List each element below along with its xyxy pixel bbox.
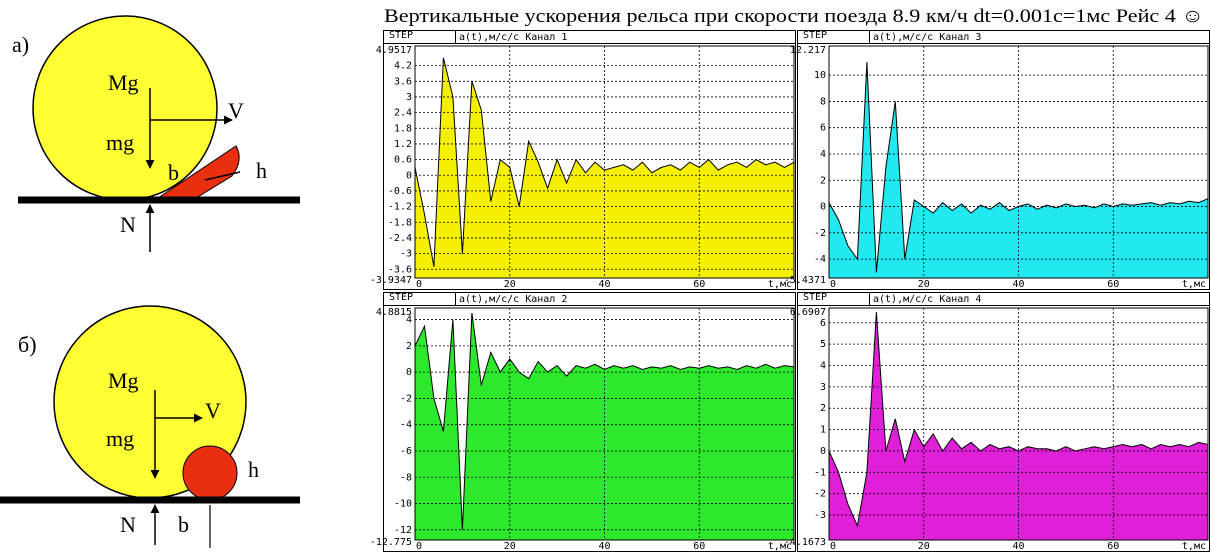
channel-label: a(t),м/с/с Канал 4 xyxy=(873,294,981,305)
y-tick-label: 2 xyxy=(406,341,412,352)
x-tick-label: 0 xyxy=(416,541,422,552)
y-max-label: 4.8815 xyxy=(376,307,412,318)
y-min-label: -4.1673 xyxy=(784,537,826,548)
y-tick-label: -4 xyxy=(814,254,826,265)
y-tick-label: 1 xyxy=(820,425,826,436)
y-tick-label: -4 xyxy=(400,420,412,431)
label: h xyxy=(256,158,267,183)
label: Mg xyxy=(108,368,139,393)
y-tick-label: -1.2 xyxy=(388,202,412,213)
y-tick-label: -3.6 xyxy=(388,264,412,275)
y-tick-label: -1.8 xyxy=(388,217,412,228)
y-tick-label: -10 xyxy=(394,499,412,510)
y-tick-label: -8 xyxy=(400,472,412,483)
x-tick-label: 40 xyxy=(598,541,610,552)
y-tick-label: 10 xyxy=(814,70,826,81)
y-tick-label: 3.6 xyxy=(394,76,412,87)
chart-panel: STEPa(t),м/с/с Канал 31086420-2-412.217-… xyxy=(784,30,1210,290)
y-tick-label: 1.2 xyxy=(394,139,412,150)
y-max-label: 4.9517 xyxy=(376,45,412,56)
label: h xyxy=(248,457,259,482)
chart-panel: STEP a(t),м/с/с Канал 4 6 5 4 3 2 1 0 -1 -2 -3 6.690… xyxy=(784,292,1210,552)
y-min-label: -3.9347 xyxy=(370,275,412,286)
y-tick-label: 4.2 xyxy=(394,61,412,72)
y-tick-label: 0 xyxy=(406,170,412,181)
defect xyxy=(183,446,237,500)
y-tick-label: -6 xyxy=(400,446,412,457)
y-max-label: 12.217 xyxy=(790,45,826,56)
y-tick-label: 4 xyxy=(820,149,826,160)
x-tick-label: 40 xyxy=(1012,541,1024,552)
y-tick-label: -0.6 xyxy=(388,186,412,197)
label: mg xyxy=(106,426,134,451)
page: а) Mg V mg b h N б) Mg V mg h N b Вертик… xyxy=(0,0,1211,553)
y-tick-label: -1 xyxy=(814,467,826,478)
x-tick-label: 60 xyxy=(693,279,705,290)
step-label: STEP xyxy=(803,292,827,303)
label: V xyxy=(228,98,244,123)
y-tick-label: 6 xyxy=(820,318,826,329)
y-tick-label: 0 xyxy=(820,202,826,213)
y-tick-label: 3 xyxy=(820,382,826,393)
y-tick-label: 2 xyxy=(820,403,826,414)
y-tick-label: -12 xyxy=(394,525,412,536)
y-tick-label: -2.4 xyxy=(388,233,412,244)
x-axis-label: t,мс xyxy=(1182,279,1206,290)
y-tick-label: 6 xyxy=(820,123,826,134)
x-tick-label: 20 xyxy=(504,279,516,290)
channel-label: a(t),м/с/с Канал 1 xyxy=(459,32,567,43)
channel-label: a(t),м/с/с Канал 2 xyxy=(459,294,567,305)
y-min-label: -12.775 xyxy=(370,537,412,548)
x-tick-label: 20 xyxy=(918,279,930,290)
x-tick-label: 60 xyxy=(693,541,705,552)
y-tick-label: 1.8 xyxy=(394,123,412,134)
chart-title: Вертикальные ускорения рельса при скорос… xyxy=(384,6,1204,27)
step-label: STEP xyxy=(803,30,827,41)
y-tick-label: 0 xyxy=(406,367,412,378)
label: V xyxy=(205,398,221,423)
label: Mg xyxy=(108,70,139,95)
x-tick-label: 20 xyxy=(504,541,516,552)
chart-panel: STEP a(t),м/с/с Канал 1 4.2 3.6 3 2.4 1.8 1.2 0.… xyxy=(370,30,796,290)
y-tick-label: 2 xyxy=(820,175,826,186)
x-tick-label: 0 xyxy=(416,279,422,290)
y-tick-label: -3 xyxy=(400,249,412,260)
y-tick-label: 0.6 xyxy=(394,155,412,166)
x-tick-label: 60 xyxy=(1107,279,1119,290)
label: b xyxy=(168,160,179,185)
y-tick-label: -2 xyxy=(814,228,826,239)
label: N xyxy=(120,512,136,537)
wheel xyxy=(33,16,217,200)
x-axis-label: t,мс xyxy=(1182,541,1206,552)
y-max-label: 6.6907 xyxy=(790,307,826,318)
y-tick-label: 2.4 xyxy=(394,108,412,119)
y-tick-label: -2 xyxy=(400,393,412,404)
x-tick-label: 60 xyxy=(1107,541,1119,552)
y-tick-label: 4 xyxy=(820,360,826,371)
x-tick-label: 40 xyxy=(1012,279,1024,290)
diagram-b: б) Mg V mg h N b xyxy=(0,306,300,548)
y-tick-label: 3 xyxy=(406,92,412,103)
y-tick-label: 8 xyxy=(820,96,826,107)
label: b xyxy=(178,512,189,537)
y-min-label: -5.4371 xyxy=(784,275,826,286)
x-tick-label: 0 xyxy=(830,541,836,552)
y-tick-label: -3 xyxy=(814,510,826,521)
step-label: STEP xyxy=(389,292,413,303)
label: а) xyxy=(12,32,29,57)
y-tick-label: 5 xyxy=(820,339,826,350)
y-tick-label: 0 xyxy=(820,446,826,457)
channel-label: a(t),м/с/с Канал 3 xyxy=(873,32,981,43)
diagram-a: а) Mg V mg b h N xyxy=(12,16,300,252)
y-tick-label: -2 xyxy=(814,489,826,500)
label: mg xyxy=(106,130,134,155)
x-tick-label: 20 xyxy=(918,541,930,552)
x-tick-label: 0 xyxy=(830,279,836,290)
label: б) xyxy=(18,332,37,357)
step-label: STEP xyxy=(389,30,413,41)
label: N xyxy=(120,212,136,237)
x-tick-label: 40 xyxy=(598,279,610,290)
